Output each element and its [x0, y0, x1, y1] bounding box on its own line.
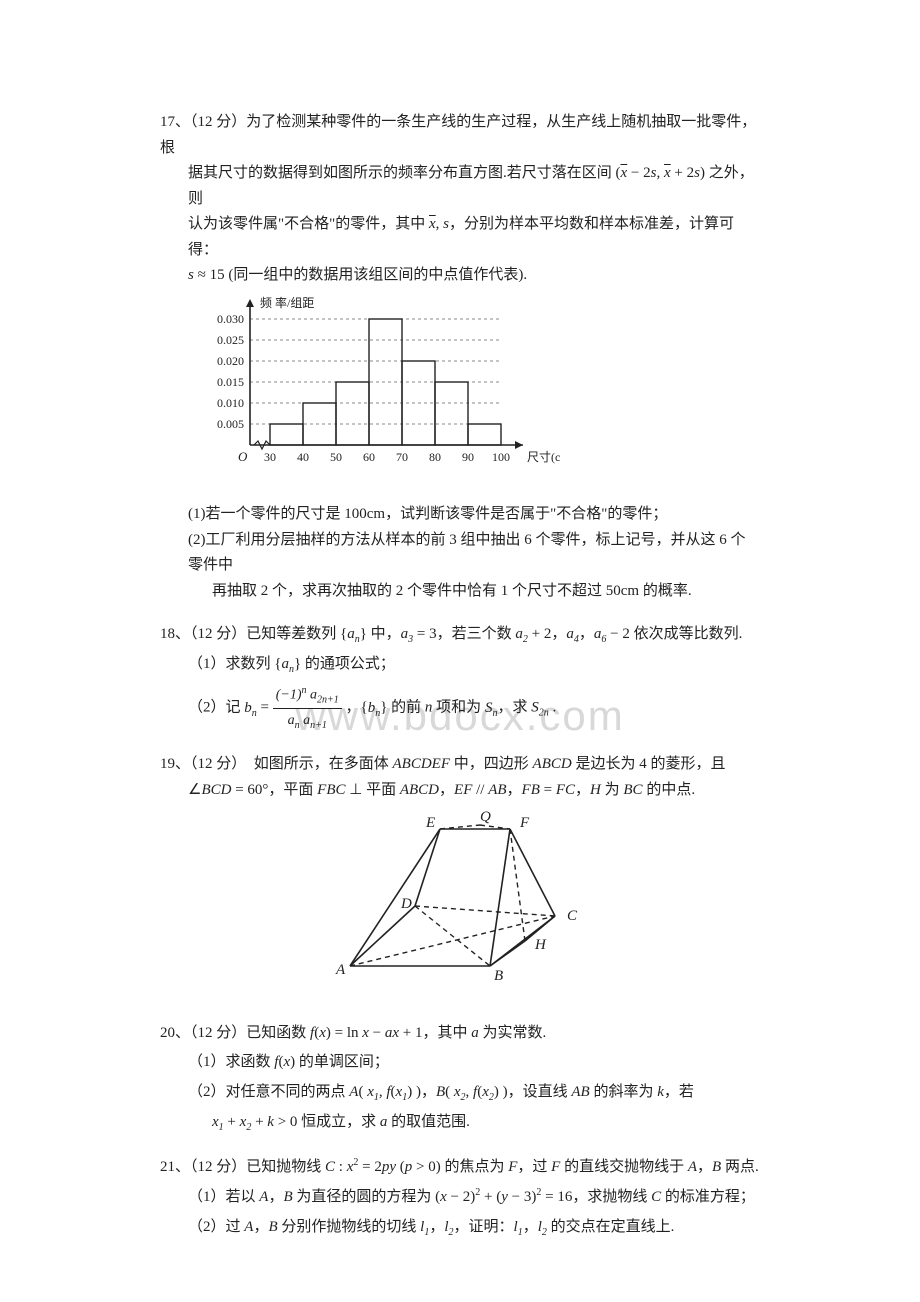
- q20-sub1: （1）求函数 f(x) 的单调区间；: [188, 1050, 760, 1076]
- q17-sub2b: 再抽取 2 个，求再次抽取的 2 个零件中恰有 1 个尺寸不超过 50cm 的概…: [212, 579, 760, 605]
- q21-sub2: （2）过 A，B 分别作抛物线的切线 l1，l2，证明：l1，l2 的交点在定直…: [188, 1215, 760, 1241]
- svg-text:F: F: [519, 815, 530, 831]
- problem-18: 18、（12 分）已知等差数列 {an} 中，a3 = 3，若三个数 a2 + …: [160, 622, 760, 734]
- q19-line2: ∠BCD = 60°，平面 FBC ⊥ 平面 ABCD，EF // AB，FB …: [188, 778, 760, 804]
- histogram-svg: 0.005 0.010 0.015 0.020 0.025 0.030 30 40 50 60 70…: [190, 295, 560, 485]
- problem-19: 19、（12 分） 如图所示，在多面体 ABCDEF 中，四边形 ABCD 是边…: [160, 752, 760, 1001]
- svg-text:O: O: [238, 449, 248, 464]
- svg-text:50: 50: [330, 450, 342, 464]
- page-content: 17、（12 分）为了检测某种零件的一条生产线的生产过程，从生产线上随机抽取一批…: [160, 110, 760, 1241]
- q20-sub2a: （2）对任意不同的两点 A( x1, f(x1) )，B( x2, f(x2) …: [188, 1080, 760, 1106]
- svg-text:尺寸(cm): 尺寸(cm): [527, 450, 560, 464]
- svg-text:Q: Q: [480, 811, 491, 825]
- geometry-figure: A B C D E Q F H: [160, 811, 760, 1001]
- q19-head: 19、（12 分） 如图所示，在多面体 ABCDEF 中，四边形 ABCD 是边…: [160, 752, 760, 778]
- svg-text:60: 60: [363, 450, 375, 464]
- q18-sub2: （2）记 bn = (−1)n a2n+1an an+1 ，{bn} 的前 n …: [188, 682, 760, 734]
- q18-sub1: （1）求数列 {an} 的通项公式；: [188, 652, 760, 678]
- svg-text:C: C: [567, 908, 578, 924]
- q17-line4: s ≈ 15 (同一组中的数据用该组区间的中点值作代表).: [188, 263, 760, 289]
- svg-text:30: 30: [264, 450, 276, 464]
- svg-text:40: 40: [297, 450, 309, 464]
- svg-text:80: 80: [429, 450, 441, 464]
- svg-text:0.020: 0.020: [217, 354, 244, 368]
- svg-text:100: 100: [492, 450, 510, 464]
- svg-text:0.015: 0.015: [217, 375, 244, 389]
- svg-text:0.010: 0.010: [217, 396, 244, 410]
- q20-sub2b: x1 + x2 + k > 0 恒成立，求 a 的取值范围.: [212, 1110, 760, 1136]
- svg-text:H: H: [534, 937, 547, 953]
- svg-text:0.030: 0.030: [217, 312, 244, 326]
- q17-line3: 认为该零件属"不合格"的零件，其中 x, s，分别为样本平均数和样本标准差，计算…: [188, 212, 760, 263]
- q18-head: 18、（12 分）已知等差数列 {an} 中，a3 = 3，若三个数 a2 + …: [160, 622, 760, 648]
- problem-17: 17、（12 分）为了检测某种零件的一条生产线的生产过程，从生产线上随机抽取一批…: [160, 110, 760, 604]
- q17-head: 17、（12 分）为了检测某种零件的一条生产线的生产过程，从生产线上随机抽取一批…: [160, 110, 760, 161]
- q20-head: 20、（12 分）已知函数 f(x) = ln x − ax + 1，其中 a …: [160, 1021, 760, 1047]
- geometry-svg: A B C D E Q F H: [320, 811, 600, 991]
- svg-text:E: E: [425, 815, 435, 831]
- svg-text:0.005: 0.005: [217, 417, 244, 431]
- svg-text:70: 70: [396, 450, 408, 464]
- svg-text:频 率/组距: 频 率/组距: [260, 295, 314, 310]
- svg-text:A: A: [335, 962, 346, 978]
- q17-sub2a: (2)工厂利用分层抽样的方法从样本的前 3 组中抽出 6 个零件，标上记号，并从…: [188, 528, 760, 579]
- svg-text:90: 90: [462, 450, 474, 464]
- problem-21: 21、（12 分）已知抛物线 C : x2 = 2py (p > 0) 的焦点为…: [160, 1154, 760, 1241]
- svg-text:D: D: [400, 896, 412, 912]
- problem-20: 20、（12 分）已知函数 f(x) = ln x − ax + 1，其中 a …: [160, 1021, 760, 1136]
- q21-head: 21、（12 分）已知抛物线 C : x2 = 2py (p > 0) 的焦点为…: [160, 1154, 760, 1181]
- q17-sub1: (1)若一个零件的尺寸是 100cm，试判断该零件是否属于"不合格"的零件；: [188, 502, 760, 528]
- q17-line2: 据其尺寸的数据得到如图所示的频率分布直方图.若尺寸落在区间 (x − 2s, x…: [188, 161, 760, 212]
- svg-text:0.025: 0.025: [217, 333, 244, 347]
- q21-sub1: （1）若以 A，B 为直径的圆的方程为 (x − 2)2 + (y − 3)2 …: [188, 1184, 760, 1211]
- svg-text:B: B: [494, 968, 503, 984]
- histogram: 0.005 0.010 0.015 0.020 0.025 0.030 30 40 50 60 70…: [190, 295, 760, 495]
